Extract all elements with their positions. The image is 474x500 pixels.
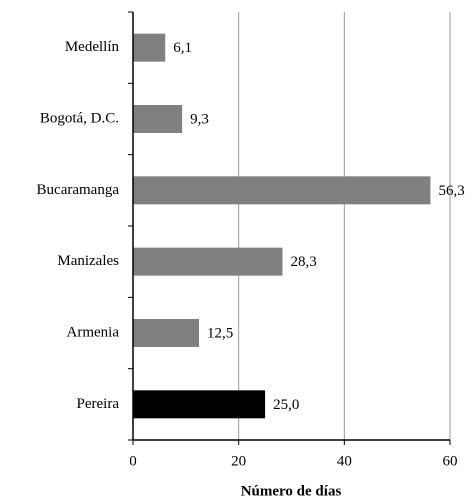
y-tick-label: Pereira (77, 396, 120, 412)
bar (133, 176, 431, 205)
value-label: 56,3 (438, 183, 464, 199)
bar (133, 390, 266, 419)
value-label: 25,0 (273, 397, 299, 413)
x-axis-label: Número de días (241, 483, 342, 499)
y-tick-label: Medellín (65, 39, 120, 55)
x-tick-label: 60 (443, 453, 458, 469)
value-label: 6,1 (173, 40, 192, 56)
value-label: 28,3 (291, 254, 317, 270)
y-tick-label: Bucaramanga (37, 182, 120, 198)
x-tick-label: 20 (231, 453, 246, 469)
x-tick-label: 40 (337, 453, 352, 469)
bar (133, 247, 283, 276)
x-tick-label: 0 (129, 453, 137, 469)
y-tick-label: Manizales (57, 253, 119, 269)
y-tick-label: Armenia (67, 324, 120, 340)
value-label: 9,3 (190, 111, 209, 127)
value-label: 12,5 (207, 325, 233, 341)
y-tick-label: Bogotá, D.C. (40, 110, 119, 126)
bar (133, 105, 183, 133)
bar (133, 33, 166, 62)
bar (133, 319, 200, 347)
